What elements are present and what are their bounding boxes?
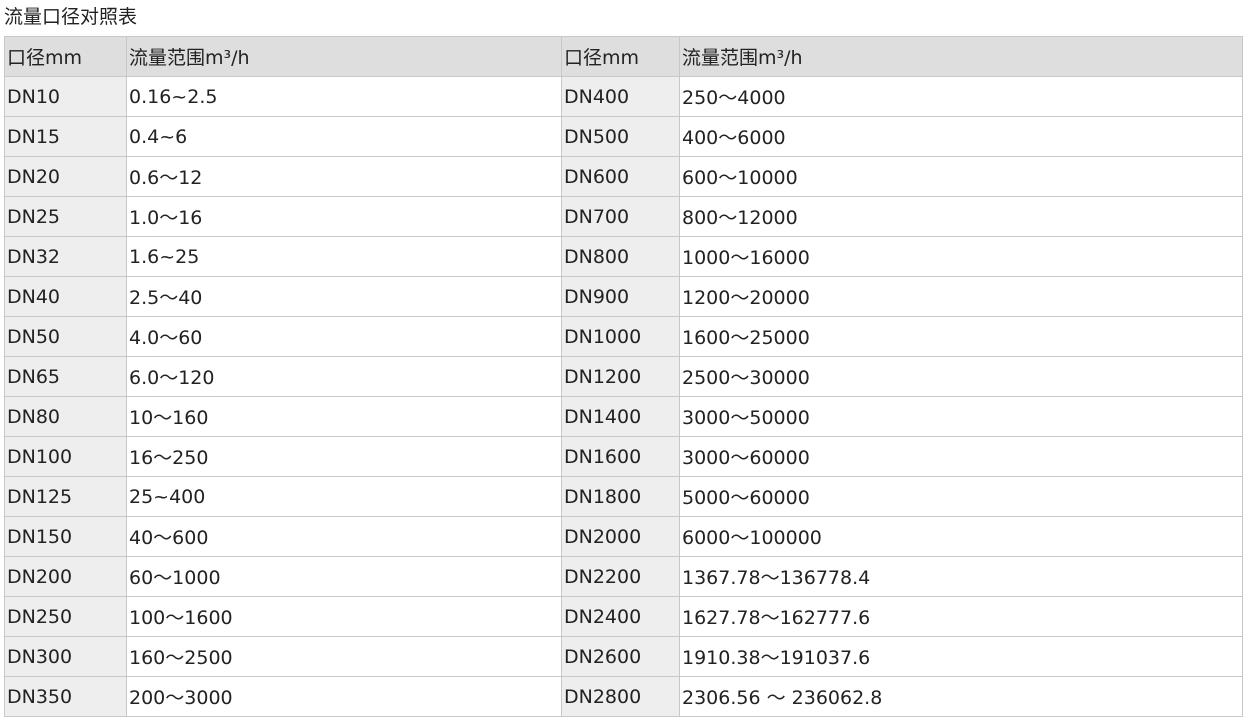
flow-range-cell: 1367.78～136778.4 — [679, 556, 1243, 597]
diameter-cell: DN1400 — [561, 396, 680, 437]
header-diameter: 口径mm — [4, 36, 127, 77]
diameter-cell: DN150 — [4, 516, 127, 557]
diameter-cell: DN2800 — [561, 676, 680, 717]
table-row: DN20 0.6～12 DN600 600～10000 — [4, 156, 1243, 197]
diameter-cell: DN1600 — [561, 436, 680, 477]
flow-range-cell: 0.6～12 — [126, 156, 562, 197]
flow-range-cell: 60～1000 — [126, 556, 562, 597]
flow-range-cell: 10～160 — [126, 396, 562, 437]
diameter-cell: DN15 — [4, 116, 127, 157]
flow-range-cell: 1910.38～191037.6 — [679, 636, 1243, 677]
table-row: DN250 100～1600 DN2400 1627.78～162777.6 — [4, 596, 1243, 637]
flow-range-cell: 5000～60000 — [679, 476, 1243, 517]
flow-range-cell: 4.0～60 — [126, 316, 562, 357]
header-flow-range: 流量范围m³/h — [126, 36, 562, 77]
diameter-cell: DN200 — [4, 556, 127, 597]
flow-range-cell: 160～2500 — [126, 636, 562, 677]
table-row: DN15 0.4~6 DN500 400～6000 — [4, 116, 1243, 157]
table-row: DN80 10～160 DN1400 3000～50000 — [4, 396, 1243, 437]
flow-range-cell: 1.0～16 — [126, 196, 562, 237]
diameter-cell: DN350 — [4, 676, 127, 717]
table-row: DN300 160～2500 DN2600 1910.38～191037.6 — [4, 636, 1243, 677]
diameter-cell: DN2200 — [561, 556, 680, 597]
flow-range-cell: 6.0～120 — [126, 356, 562, 397]
flow-range-cell: 800～12000 — [679, 196, 1243, 237]
diameter-cell: DN2000 — [561, 516, 680, 557]
diameter-cell: DN25 — [4, 196, 127, 237]
flow-range-cell: 3000～60000 — [679, 436, 1243, 477]
flow-range-cell: 2.5～40 — [126, 276, 562, 317]
diameter-cell: DN1200 — [561, 356, 680, 397]
table-row: DN10 0.16~2.5 DN400 250～4000 — [4, 76, 1243, 117]
flow-range-cell: 600～10000 — [679, 156, 1243, 197]
table-row: DN350 200～3000 DN2800 2306.56 ～ 236062.8 — [4, 676, 1243, 717]
table-header-row: 口径mm 流量范围m³/h 口径mm 流量范围m³/h — [4, 36, 1243, 77]
table-row: DN125 25~400 DN1800 5000～60000 — [4, 476, 1243, 517]
flow-range-cell: 1000～16000 — [679, 236, 1243, 277]
diameter-cell: DN100 — [4, 436, 127, 477]
table-row: DN100 16～250 DN1600 3000～60000 — [4, 436, 1243, 477]
page-title: 流量口径对照表 — [4, 6, 138, 28]
table-row: DN32 1.6~25 DN800 1000～16000 — [4, 236, 1243, 277]
flow-range-cell: 6000～100000 — [679, 516, 1243, 557]
diameter-cell: DN40 — [4, 276, 127, 317]
flow-range-cell: 40～600 — [126, 516, 562, 557]
flow-range-cell: 2500～30000 — [679, 356, 1243, 397]
table-row: DN50 4.0～60 DN1000 1600～25000 — [4, 316, 1243, 357]
flow-range-cell: 0.16~2.5 — [126, 76, 562, 117]
table-row: DN65 6.0～120 DN1200 2500～30000 — [4, 356, 1243, 397]
diameter-cell: DN800 — [561, 236, 680, 277]
table-row: DN150 40～600 DN2000 6000～100000 — [4, 516, 1243, 557]
diameter-cell: DN700 — [561, 196, 680, 237]
header-flow-range: 流量范围m³/h — [679, 36, 1243, 77]
flow-range-cell: 0.4~6 — [126, 116, 562, 157]
diameter-cell: DN900 — [561, 276, 680, 317]
diameter-cell: DN250 — [4, 596, 127, 637]
flow-range-cell: 25~400 — [126, 476, 562, 517]
flow-range-cell: 1200～20000 — [679, 276, 1243, 317]
diameter-cell: DN10 — [4, 76, 127, 117]
diameter-cell: DN20 — [4, 156, 127, 197]
header-diameter: 口径mm — [561, 36, 680, 77]
flow-range-cell: 200～3000 — [126, 676, 562, 717]
flow-range-cell: 250～4000 — [679, 76, 1243, 117]
diameter-cell: DN125 — [4, 476, 127, 517]
diameter-cell: DN32 — [4, 236, 127, 277]
flow-range-cell: 1627.78～162777.6 — [679, 596, 1243, 637]
diameter-cell: DN2600 — [561, 636, 680, 677]
diameter-cell: DN50 — [4, 316, 127, 357]
flow-diameter-table: 口径mm 流量范围m³/h 口径mm 流量范围m³/h DN10 0.16~2.5… — [4, 36, 1243, 717]
diameter-cell: DN300 — [4, 636, 127, 677]
diameter-cell: DN500 — [561, 116, 680, 157]
flow-range-cell: 400～6000 — [679, 116, 1243, 157]
flow-range-cell: 16～250 — [126, 436, 562, 477]
flow-range-cell: 1600～25000 — [679, 316, 1243, 357]
flow-range-cell: 2306.56 ～ 236062.8 — [679, 676, 1243, 717]
diameter-cell: DN400 — [561, 76, 680, 117]
table-row: DN200 60～1000 DN2200 1367.78～136778.4 — [4, 556, 1243, 597]
diameter-cell: DN80 — [4, 396, 127, 437]
diameter-cell: DN600 — [561, 156, 680, 197]
diameter-cell: DN2400 — [561, 596, 680, 637]
table-row: DN25 1.0～16 DN700 800～12000 — [4, 196, 1243, 237]
flow-range-cell: 100～1600 — [126, 596, 562, 637]
table-row: DN40 2.5～40 DN900 1200～20000 — [4, 276, 1243, 317]
diameter-cell: DN1800 — [561, 476, 680, 517]
flow-range-cell: 3000～50000 — [679, 396, 1243, 437]
diameter-cell: DN65 — [4, 356, 127, 397]
diameter-cell: DN1000 — [561, 316, 680, 357]
flow-range-cell: 1.6~25 — [126, 236, 562, 277]
